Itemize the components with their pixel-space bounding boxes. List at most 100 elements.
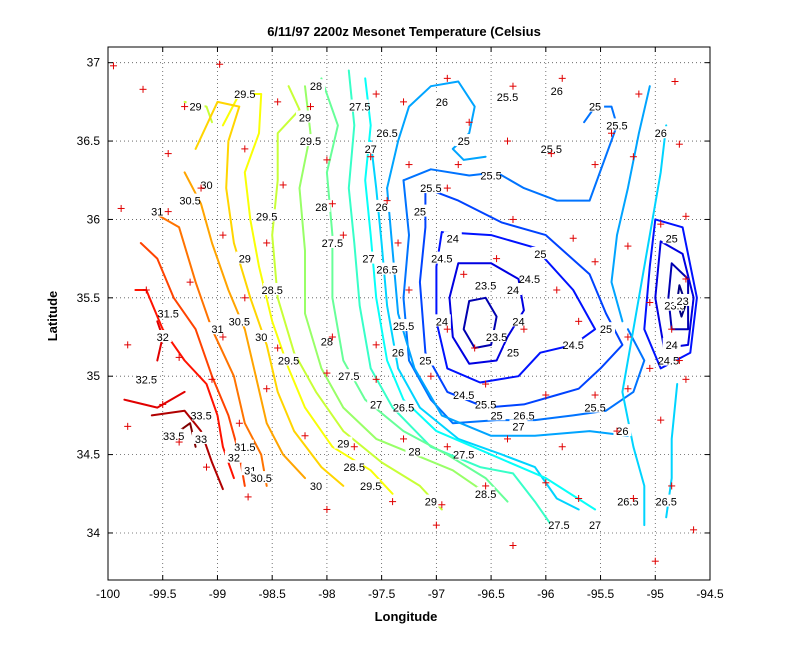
station-marker: [186, 278, 194, 286]
contour-label: 26.5: [393, 403, 414, 415]
station-marker: [241, 145, 249, 153]
station-marker: [328, 333, 336, 341]
contour-label-bg: [263, 282, 282, 295]
contour-label: 25: [490, 410, 502, 422]
station-marker: [690, 526, 698, 534]
contour-label-bg: [137, 372, 156, 385]
station-marker: [646, 364, 654, 372]
station-marker: [216, 60, 224, 68]
station-marker: [400, 435, 408, 443]
station-marker: [558, 74, 566, 82]
station-marker: [682, 275, 690, 283]
contour-label-bg: [279, 353, 298, 366]
contour-label-bg: [476, 486, 495, 499]
contour-label: 28: [321, 337, 333, 349]
contour-line-30: [194, 100, 345, 487]
contour-label: 29.5: [360, 481, 381, 493]
contour-line-31: [150, 210, 268, 487]
contour-label-bg: [454, 134, 473, 147]
station-marker: [394, 239, 402, 247]
contour-labels: 28 29.5 29 29 29.5 27.5 26.5 27 26 25.5 25 26 25 25.5…: [136, 79, 692, 532]
contour-label: 26: [551, 86, 563, 98]
station-marker: [646, 299, 654, 307]
contour-line-28: [320, 77, 509, 503]
contour-label-bg: [476, 278, 495, 291]
station-marker: [367, 153, 375, 161]
contour-label-bg: [659, 353, 678, 366]
station-marker: [509, 215, 517, 223]
contour-line-32: [134, 289, 235, 480]
contour-label-bg: [301, 134, 320, 147]
contour-label-bg: [482, 168, 501, 181]
contour-label-bg: [153, 330, 172, 343]
contour-label: 25: [458, 136, 470, 148]
contour-label: 29: [299, 113, 311, 125]
station-marker: [405, 161, 413, 169]
x-axis-label: Longitude: [375, 609, 438, 624]
contour-label-bg: [597, 322, 616, 335]
x-tick-label: -98: [318, 587, 336, 601]
contour-line-30.5: [183, 171, 306, 480]
contour-label-bg: [657, 494, 676, 507]
contour-label: 27.5: [548, 520, 569, 532]
contour-label-bg: [509, 419, 528, 432]
contour-label: 29: [239, 254, 251, 266]
station-marker: [323, 369, 331, 377]
contour-label-bg: [334, 436, 353, 449]
station-marker: [454, 161, 462, 169]
contour-line-26: [610, 85, 651, 323]
station-marker: [235, 419, 243, 427]
x-tick-label: -97: [428, 587, 446, 601]
contour-label-bg: [378, 262, 397, 275]
station-marker: [465, 118, 473, 126]
contour-label: 32.5: [136, 374, 157, 386]
contour-label-bg: [306, 478, 325, 491]
station-marker: [591, 161, 599, 169]
contour-label-bg: [312, 199, 331, 212]
contour-label: 25.5: [606, 120, 627, 132]
contour-label-bg: [564, 337, 583, 350]
station-marker: [443, 74, 451, 82]
contour-label-bg: [586, 99, 605, 112]
contour-label: 26.5: [656, 497, 677, 509]
station-marker: [432, 521, 440, 529]
y-tick-label: 36: [87, 212, 101, 226]
x-tick-label: -96.5: [477, 587, 505, 601]
contour-label: 29.5: [256, 211, 277, 223]
contour-label: 28.5: [475, 489, 496, 501]
station-marker: [350, 443, 358, 451]
contour-label: 29.5: [278, 356, 299, 368]
contour-label-bg: [208, 322, 227, 335]
y-axis-ticks: 34 34.5 35 35.5 36 36.5 37: [77, 56, 710, 540]
contour-label: 28: [408, 446, 420, 458]
contour-label-bg: [542, 141, 561, 154]
contour-label-bg: [416, 353, 435, 366]
station-marker: [117, 204, 125, 212]
station-marker: [651, 557, 659, 565]
contour-label-bg: [148, 204, 167, 217]
contour-line-24: [448, 262, 525, 365]
contour-line-23.5: [667, 262, 690, 331]
contour-label-bg: [235, 251, 254, 264]
plot-background: [108, 47, 710, 580]
station-marker: [328, 200, 336, 208]
contour-label-bg: [503, 282, 522, 295]
contour-label: 33: [195, 434, 207, 446]
station-marker: [443, 443, 451, 451]
contour-label-bg: [520, 272, 539, 285]
contour-label: 25.5: [393, 321, 414, 333]
station-marker: [575, 317, 583, 325]
contour-line-32.5: [123, 390, 186, 409]
station-marker: [629, 494, 637, 502]
contour-label: 27: [589, 520, 601, 532]
contour-label: 31: [211, 324, 223, 336]
contour-label: 26: [616, 426, 628, 438]
contour-label-bg: [613, 424, 632, 437]
contour-label-bg: [197, 177, 216, 190]
contour-label: 25: [589, 102, 601, 114]
contour-label-bg: [509, 314, 528, 327]
station-marker: [509, 82, 517, 90]
contour-label-bg: [230, 314, 249, 327]
contour-label-bg: [367, 397, 386, 410]
